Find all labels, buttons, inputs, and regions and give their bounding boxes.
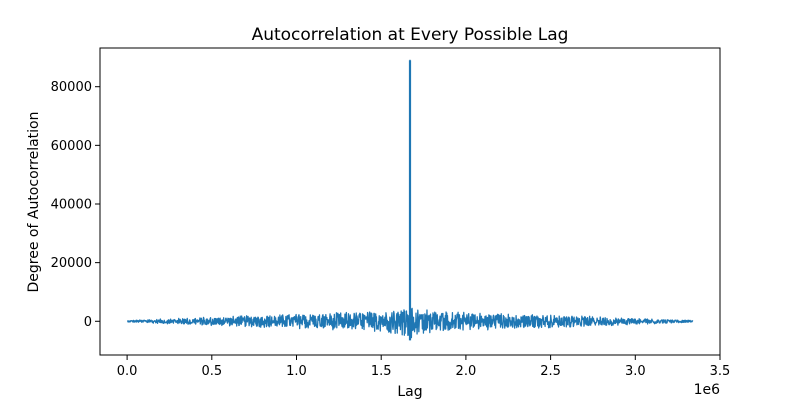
line-series: [126, 59, 694, 341]
x-axis-label: Lag: [397, 384, 422, 400]
chart-title: Autocorrelation at Every Possible Lag: [252, 25, 569, 45]
y-axis-label: Degree of Autocorrelation: [26, 112, 42, 293]
y-tick-label: 0: [84, 315, 92, 330]
y-tick-label: 40000: [51, 197, 92, 212]
x-tick-label: 3.0: [625, 364, 646, 379]
x-tick-label: 1.0: [286, 364, 307, 379]
x-tick-label: 2.5: [540, 364, 561, 379]
x-axis-offset-label: 1e6: [694, 382, 721, 398]
x-tick-label: 3.5: [710, 364, 731, 379]
y-axis: 0 20000 40000 60000 80000: [51, 80, 100, 330]
y-tick-label: 80000: [51, 80, 92, 95]
plot-frame: [99, 47, 721, 356]
y-tick-label: 60000: [51, 139, 92, 154]
x-axis: 0.0 0.5 1.0 1.5 2.0 2.5 3.0 3.5: [117, 355, 731, 379]
x-tick-label: 0.0: [117, 364, 138, 379]
x-tick-label: 1.5: [371, 364, 392, 379]
y-tick-label: 20000: [51, 256, 92, 271]
x-tick-label: 2.0: [456, 364, 477, 379]
x-tick-label: 0.5: [201, 364, 222, 379]
